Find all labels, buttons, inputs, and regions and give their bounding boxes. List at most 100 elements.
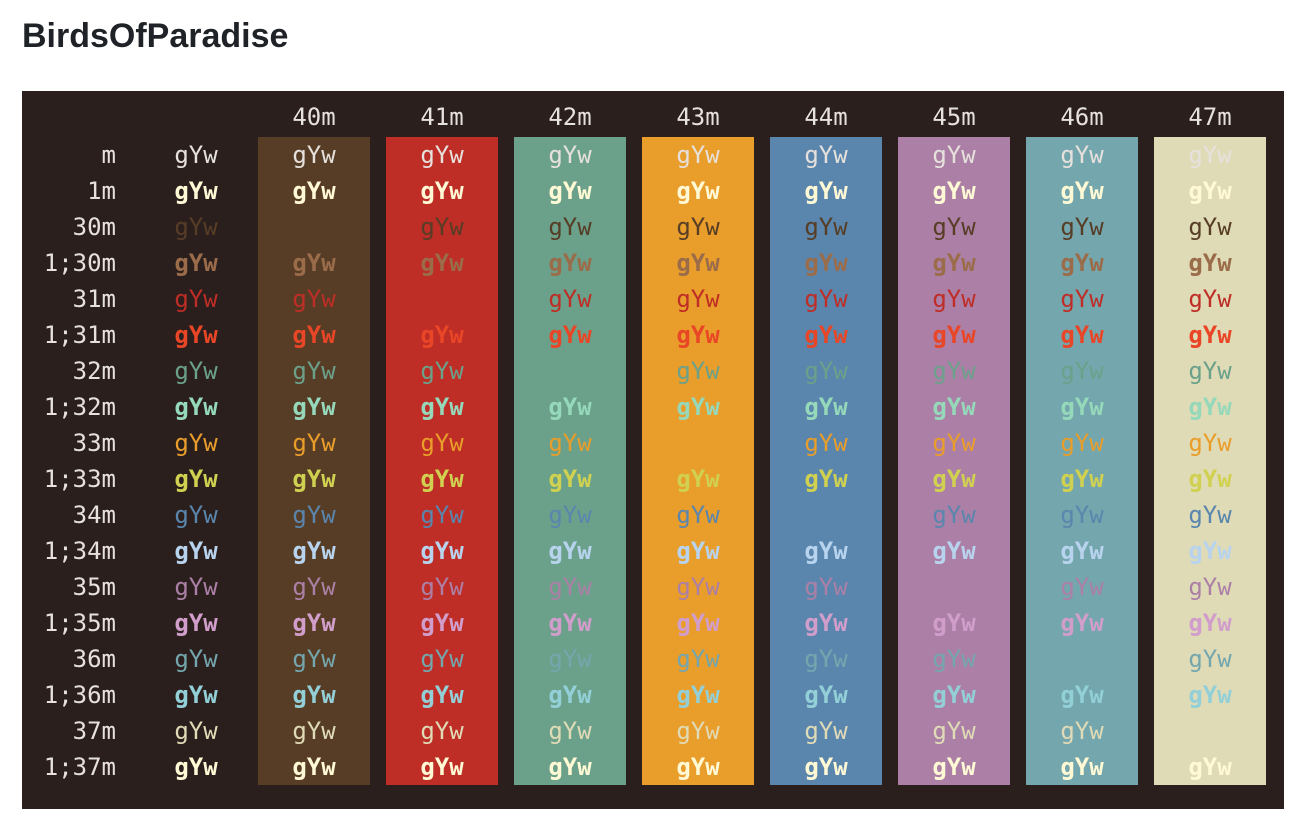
row-label: 32m (72, 357, 116, 385)
sample-cell: gYw (292, 177, 336, 205)
sample-cell: gYw (1188, 645, 1232, 673)
sample-cell: gYw (932, 537, 976, 565)
sample-cell: gYw (292, 717, 336, 745)
sample-cell: gYw (676, 213, 720, 241)
sample-cell: gYw (1188, 141, 1232, 169)
sample-cell: gYw (174, 393, 218, 421)
column-header: 45m (932, 103, 976, 131)
sample-cell: gYw (548, 141, 592, 169)
sample-cell: gYw (1188, 285, 1232, 313)
sample-cell: gYw (174, 645, 218, 673)
sample-cell: gYw (548, 501, 592, 529)
row-label: 30m (72, 213, 116, 241)
sample-cell: gYw (1188, 177, 1232, 205)
sample-cell: gYw (420, 393, 464, 421)
sample-cell: gYw (292, 501, 336, 529)
sample-cell: gYw (174, 177, 218, 205)
sample-cell: gYw (804, 213, 848, 241)
sample-cell: gYw (1060, 645, 1104, 673)
sample-cell: gYw (292, 141, 336, 169)
sample-cell: gYw (420, 141, 464, 169)
sample-cell: gYw (174, 429, 218, 457)
sample-cell: gYw (676, 321, 720, 349)
sample-cell: gYw (932, 321, 976, 349)
sample-cell: gYw (1188, 393, 1232, 421)
sample-cell: gYw (1188, 429, 1232, 457)
column-header: 47m (1188, 103, 1232, 131)
sample-cell: gYw (174, 537, 218, 565)
column-header: 40m (292, 103, 336, 131)
sample-cell: gYw (548, 537, 592, 565)
column-bg-43m (642, 137, 754, 785)
sample-cell: gYw (174, 249, 218, 277)
column-header: 46m (1060, 103, 1104, 131)
row-label: 36m (72, 645, 116, 673)
sample-cell: gYw (174, 717, 218, 745)
sample-cell: gYw (932, 357, 976, 385)
sample-cell: gYw (292, 393, 336, 421)
sample-cell: gYw (420, 645, 464, 673)
sample-cell: gYw (932, 465, 976, 493)
sample-cell: gYw (174, 285, 218, 313)
sample-cell: gYw (676, 465, 720, 493)
sample-cell: gYw (292, 357, 336, 385)
sample-cell: gYw (548, 213, 592, 241)
sample-cell: gYw (292, 609, 336, 637)
sample-cell: gYw (1060, 141, 1104, 169)
sample-cell: gYw (292, 645, 336, 673)
sample-cell: gYw (420, 249, 464, 277)
sample-cell: gYw (676, 609, 720, 637)
column-header: 44m (804, 103, 848, 131)
sample-cell: gYw (548, 321, 592, 349)
sample-cell: gYw (676, 681, 720, 709)
sample-cell: gYw (174, 321, 218, 349)
sample-cell: gYw (804, 141, 848, 169)
sample-cell: gYw (1060, 501, 1104, 529)
sample-cell: gYw (1060, 717, 1104, 745)
sample-cell: gYw (548, 393, 592, 421)
sample-cell: gYw (1188, 753, 1232, 781)
sample-cell: gYw (676, 645, 720, 673)
sample-cell: gYw (804, 681, 848, 709)
sample-cell: gYw (804, 177, 848, 205)
sample-cell: gYw (932, 609, 976, 637)
sample-cell: gYw (420, 609, 464, 637)
sample-cell: gYw (1060, 609, 1104, 637)
sample-cell: gYw (420, 357, 464, 385)
row-label: 1;31m (43, 321, 116, 349)
sample-cell: gYw (932, 645, 976, 673)
page-title: BirdsOfParadise (22, 17, 289, 55)
sample-cell: gYw (932, 213, 976, 241)
column-header: 43m (676, 103, 720, 131)
column-bg-41m (386, 137, 498, 785)
sample-cell: gYw (932, 249, 976, 277)
row-label: 1;30m (43, 249, 116, 277)
row-label: 31m (72, 285, 116, 313)
sample-cell: gYw (1060, 357, 1104, 385)
sample-cell: gYw (420, 681, 464, 709)
row-label: 35m (72, 573, 116, 601)
sample-cell: gYw (292, 285, 336, 313)
column-header: 42m (548, 103, 592, 131)
sample-cell: gYw (804, 249, 848, 277)
sample-cell: gYw (1060, 537, 1104, 565)
sample-cell: gYw (676, 357, 720, 385)
sample-cell: gYw (420, 753, 464, 781)
sample-cell: gYw (932, 285, 976, 313)
row-label: 34m (72, 501, 116, 529)
row-label: 1;37m (43, 753, 116, 781)
row-label: 37m (72, 717, 116, 745)
row-label: m (101, 141, 116, 169)
sample-cell: gYw (1060, 393, 1104, 421)
sample-cell: gYw (1188, 717, 1232, 745)
sample-cell: gYw (548, 645, 592, 673)
row-label: 1;35m (43, 609, 116, 637)
column-header: 41m (420, 103, 464, 131)
sample-cell: gYw (676, 249, 720, 277)
sample-cell: gYw (174, 213, 218, 241)
sample-cell: gYw (292, 681, 336, 709)
sample-cell: gYw (1060, 177, 1104, 205)
sample-cell: gYw (932, 681, 976, 709)
sample-cell: gYw (420, 213, 464, 241)
sample-cell: gYw (804, 537, 848, 565)
